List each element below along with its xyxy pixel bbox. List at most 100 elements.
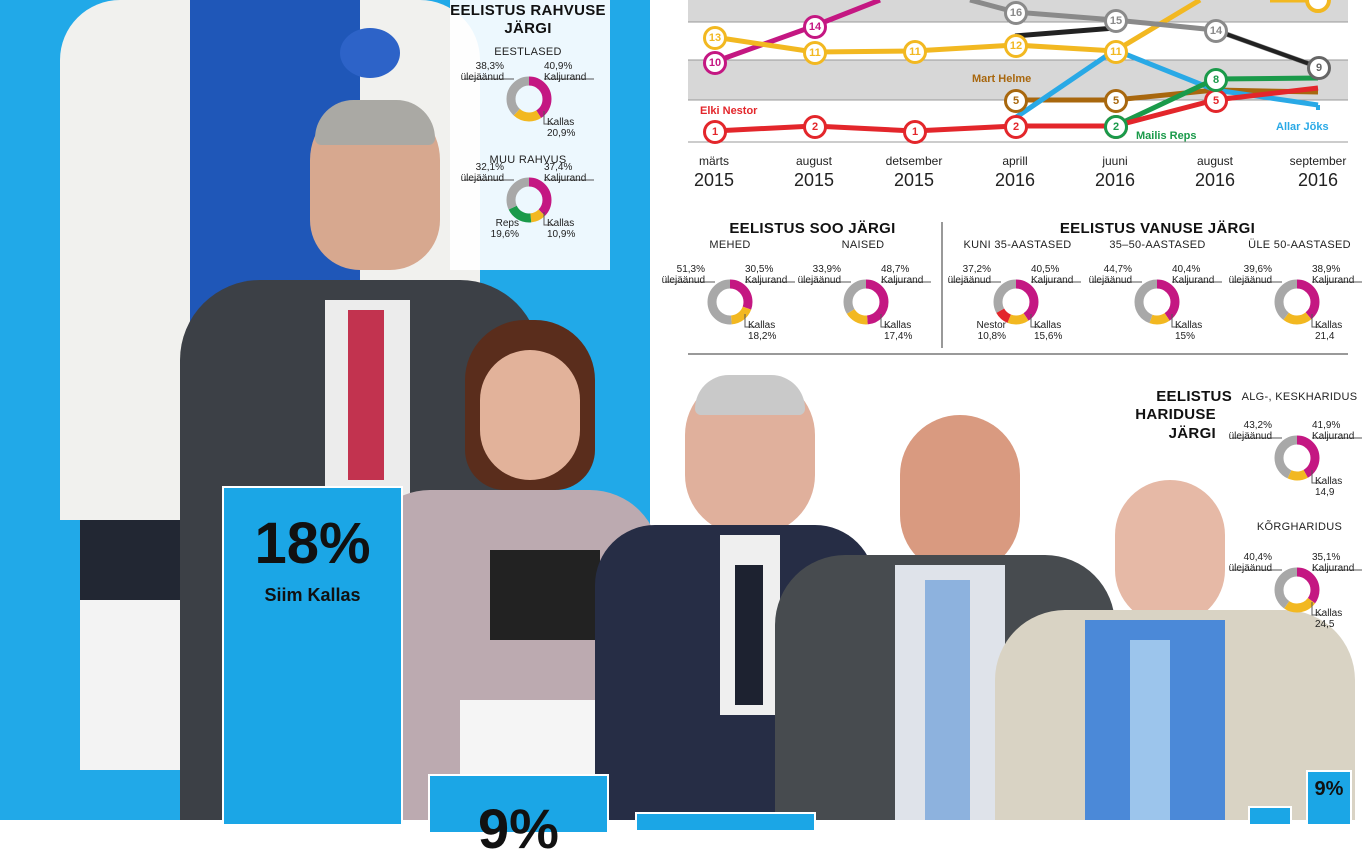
nationality-group-1-name: EESTLASED [494,46,562,58]
donut-age-2-bottom-line-0: Kallas [1315,320,1343,331]
rank-yellow-0: 13 [703,26,727,50]
donut-gender-mehed-left: 51,3% ülejäänud [645,264,705,286]
axis-month-6: september [1289,154,1347,168]
donut-gender-naised-left: 33,9% ülejäänud [781,264,841,286]
rank-brown-1: 5 [1104,89,1128,113]
donut-edu-0-left-line-1: ülejäänud [1228,431,1272,442]
rank-red-3: 2 [1004,115,1028,139]
rank-red-1: 2 [803,115,827,139]
donut-age-1-segment-2 [1134,279,1180,325]
gender-title: EELISTUS SOO JÄRGI [729,220,896,237]
education-group-1-name: KÕRGHARIDUS [1256,521,1343,533]
donut-age-0-bottom-line-0: Kallas [1034,320,1062,331]
age-group-1-name: 35–50-AASTASED [1109,239,1206,251]
donut-nat-muu-left-line-0: 32,1% [475,162,504,173]
axis-year-5: 2016 [1194,170,1236,190]
donut-nat-muu-bottom-line-1: 10,9% [547,229,576,240]
donut-edu-0-bottom-line-1: 14,9 [1315,487,1335,498]
candidate-allar: Allar Jõks [1276,121,1329,133]
donut-edu-1-left: 40,4% ülejäänud [1212,552,1272,574]
axis-month-1: august [795,154,833,168]
donut-edu-0-left-line-0: 43,2% [1243,420,1272,431]
donut-edu-0-leaders [1232,437,1362,484]
rank-red-2: 1 [903,120,927,144]
donut-edu-1-ring [1274,567,1320,613]
donut-edu-1-segment-2 [1274,567,1320,613]
donut-age-1-leader-path [1092,281,1222,328]
donut-gender-naised-right-line-0: 48,7% [881,264,910,275]
rank-gray-2: 14 [1204,19,1228,43]
donut-age-0-segment-1 [993,279,1039,325]
donut-age-1-right-line-1: Kaljurand [1172,275,1215,286]
bar-third [635,812,816,832]
donut-age-1-leaders [1092,281,1222,328]
donut-edu-1-right: 35,1% Kaljurand [1312,552,1354,574]
donut-age-0-segment-3 [993,279,1039,325]
education-title-2: HARIDUSE [1135,406,1216,423]
rank-magenta-0: 10 [703,51,727,75]
axis-month-3: aprill [1002,154,1028,168]
nationality-title-2: JÄRGI [504,20,552,37]
education-group-0-name: ALG-, KESKHARIDUS [1241,391,1358,403]
donut-age-1-left-line-1: ülejäänud [1088,275,1132,286]
donut-edu-0-ring [1274,435,1320,481]
axis-year-2: 2015 [893,170,935,190]
rank-yellow-1: 11 [803,41,827,65]
donut-age-1-left-line-0: 44,7% [1103,264,1132,275]
donut-edu-0-right-line-1: Kaljurand [1312,431,1355,442]
donut-age-1-bottom: Kallas 15% [1175,320,1202,342]
donut-gender-naised-leaders [801,281,931,328]
donut-gender-mehed-bottom: Kallas 18,2% [748,320,776,342]
rank-red-5: 5 [1204,89,1228,113]
donut-nat-eestlased-right: 40,9% Kaljurand [544,61,586,83]
donut-gender-mehed-left-line-1: ülejäänud [661,275,705,286]
rank-yellow-2: 11 [903,40,927,64]
donut-gender-naised-bottom-line-0: Kallas [884,320,912,331]
donut-age-2-right-line-1: Kaljurand [1312,275,1355,286]
donut-edu-1-right-line-0: 35,1% [1312,552,1341,563]
donut-nat-muu-left-line-1: ülejäänud [460,173,504,184]
donut-nat-muu-bottom-line-0: Kallas [547,218,575,229]
donut-nat-eestlased-right-line-1: Kaljurand [544,72,587,83]
rank-gray-3: 9 [1307,56,1331,80]
donut-age-1-bottom-line-0: Kallas [1175,320,1203,331]
nationality-title-1: EELISTUS RAHVUSE [450,2,606,19]
gender-group-0-name: MEHED [709,239,751,251]
rank-brown-0: 5 [1004,89,1028,113]
donut-edu-0-bottom-line-0: Kallas [1315,476,1343,487]
axis-month-4: juuni [1102,154,1128,168]
donut-gender-mehed-right: 30,5% Kaljurand [745,264,787,286]
donut-age-1-left: 44,7% ülejäänud [1072,264,1132,286]
donut-nat-muu-segment-3 [506,177,552,223]
donut-age-2-leader-path [1232,281,1362,328]
donut-age-1-right-line-0: 40,4% [1172,264,1201,275]
donut-nat-eestlased-segment-2 [506,76,552,122]
donut-age-0-right-line-0: 40,5% [1031,264,1060,275]
axis-month-5: august [1196,154,1234,168]
donut-age-0-left-line-0: 37,2% [962,264,991,275]
donut-age-0-right: 40,5% Kaljurand [1031,264,1073,286]
donut-edu-0-segment-1 [1274,435,1320,481]
rank-green-1: 8 [1204,68,1228,92]
donut-gender-mehed-leaders [665,281,795,328]
education-title-3: JÄRGI [1168,425,1216,442]
donut-gender-mehed-bottom-line-0: Kallas [748,320,776,331]
donut-gender-mehed-right-line-1: Kaljurand [745,275,788,286]
bar-small-left [1248,806,1292,826]
donut-edu-0-leader-path [1232,437,1362,484]
donut-age-0-left: 37,2% ülejäänud [931,264,991,286]
donut-nat-eestlased-left-line-0: 38,3% [475,61,504,72]
donut-age-2-segment-2 [1274,279,1320,325]
donut-edu-1-bottom: Kallas 24,5 [1315,608,1342,630]
donut-age-0-left-line-1: ülejäänud [947,275,991,286]
donut-gender-naised-segment-2 [843,279,889,325]
axis-year-3: 2016 [994,170,1036,190]
donut-age-0-right-line-1: Kaljurand [1031,275,1074,286]
donut-nat-muu-extra: Reps 19,6% [459,218,519,240]
bar-siim-pct: 18% [254,511,371,576]
donut-gender-naised-right: 48,7% Kaljurand [881,264,923,286]
donut-nat-eestlased-right-line-0: 40,9% [544,61,573,72]
donut-edu-0-segment-2 [1274,435,1320,481]
donut-nat-eestlased-leaders [464,78,594,125]
person-man-right [995,480,1355,820]
